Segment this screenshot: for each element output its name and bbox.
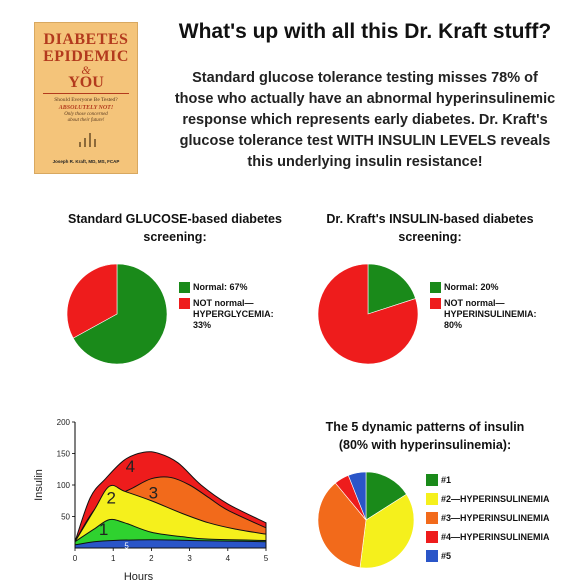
book-title-line1: DIABETES <box>43 31 129 48</box>
patterns-chart-title-line1: The 5 dynamic patterns of insulin <box>325 420 525 434</box>
x-tick-label: 1 <box>111 554 116 563</box>
x-axis-label: Hours <box>124 571 154 582</box>
book-title-line2: EPIDEMIC <box>43 48 129 65</box>
legend-swatch-normal <box>179 282 190 293</box>
legend-swatch-pattern-3 <box>426 512 438 524</box>
x-tick-label: 0 <box>73 554 78 563</box>
curve-label-pattern-2: 2 <box>107 489 116 508</box>
patterns-pie-slice-2 <box>359 493 415 569</box>
patterns-pie-slice-5 <box>347 471 367 521</box>
y-tick-label: 200 <box>57 418 71 427</box>
x-tick-label: 4 <box>226 554 231 563</box>
curve-label-pattern-5: 5 <box>124 541 129 550</box>
insulin-pie-legend: Normal: 20% NOT normal— HYPERINSULINEMIA… <box>430 282 570 352</box>
legend-label-line: HYPERINSULINEMIA: <box>444 309 537 319</box>
legend-label-pattern-3: #3—HYPERINSULINEMIA <box>441 513 550 523</box>
book-bar-graphic <box>77 131 101 147</box>
legend-swatch-pattern-4 <box>426 531 438 543</box>
y-axis-label: Insulin <box>33 469 45 501</box>
legend-label-abnormal: NOT normal— HYPERGLYCEMIA: 33% <box>193 298 274 331</box>
legend-label-pattern-4: #4—HYPERINSULINEMIA <box>441 532 550 542</box>
legend-swatch-pattern-2 <box>426 493 438 505</box>
patterns-chart-heading: The 5 dynamic patterns of insulin (80% w… <box>310 418 540 454</box>
legend-swatch-pattern-5 <box>426 550 438 562</box>
insulin-chart-title-line2: screening: <box>398 230 462 244</box>
glucose-pie-chart <box>66 263 168 365</box>
curve-label-pattern-3: 3 <box>149 484 158 503</box>
legend-label-pattern-5: #5 <box>441 551 452 561</box>
patterns-pie-chart <box>317 471 415 569</box>
intro-line: Standard glucose tolerance testing misse… <box>192 70 538 86</box>
intro-line: glucose tolerance test WITH INSULIN LEVE… <box>179 133 551 149</box>
book-divider <box>43 93 129 94</box>
y-tick-label: 100 <box>57 481 71 490</box>
intro-paragraph: Standard glucose tolerance testing misse… <box>160 68 570 173</box>
book-title-line3: YOU <box>68 74 104 91</box>
legend-label-line: 80% <box>444 320 463 330</box>
book-subtitle-line2: about their future! <box>67 118 105 123</box>
insulin-pie-slice-1 <box>367 263 416 315</box>
patterns-pie-legend: #1 #2—HYPERINSULINEMIA #3—HYPERINSULINEMIA… <box>426 474 576 570</box>
patterns-chart-title-line2: (80% with hyperinsulinemia): <box>338 438 512 452</box>
y-tick-label: 50 <box>61 513 70 522</box>
intro-line: this underlying insulin resistance! <box>247 154 483 170</box>
y-tick-label: 150 <box>57 450 71 459</box>
glucose-chart-title-line2: screening: <box>143 230 207 244</box>
glucose-pie-slice-1 <box>72 263 168 365</box>
legend-label-abnormal: NOT normal— HYPERINSULINEMIA: 80% <box>444 298 537 331</box>
legend-label-pattern-2: #2—HYPERINSULINEMIA <box>441 494 550 504</box>
x-tick-label: 5 <box>264 554 269 563</box>
insulin-chart-title-line1: Dr. Kraft's INSULIN-based diabetes <box>326 212 534 226</box>
glucose-pie-legend: Normal: 67% NOT normal— HYPERGLYCEMIA: 3… <box>179 282 299 352</box>
legend-label-normal: Normal: 20% <box>444 282 499 292</box>
glucose-chart-heading: Standard GLUCOSE-based diabetes screenin… <box>60 210 290 246</box>
glucose-pie-slice-2 <box>66 263 118 339</box>
legend-label-pattern-1: #1 <box>441 475 452 485</box>
insulin-chart-heading: Dr. Kraft's INSULIN-based diabetes scree… <box>310 210 550 246</box>
page-title: What's up with all this Dr. Kraft stuff? <box>178 20 552 43</box>
curve-label-pattern-1: 1 <box>99 520 108 539</box>
book-answer: ABSOLUTELY NOT! <box>58 105 114 111</box>
legend-label-line: HYPERGLYCEMIA: <box>193 309 274 319</box>
glucose-chart-title-line1: Standard GLUCOSE-based diabetes <box>68 212 282 226</box>
legend-swatch-abnormal <box>430 298 441 309</box>
curve-area-pattern-5 <box>74 539 267 549</box>
insulin-pie-chart <box>317 263 419 365</box>
x-tick-label: 2 <box>149 554 154 563</box>
patterns-pie-slice-3 <box>317 482 367 568</box>
book-ampersand: & <box>81 63 91 77</box>
legend-swatch-normal <box>430 282 441 293</box>
book-question: Should Everyone Be Tested? <box>54 97 118 103</box>
legend-swatch-abnormal <box>179 298 190 309</box>
book-subtitle-line1: Only those concerned <box>64 112 108 117</box>
intro-line: response which represents early diabetes… <box>182 112 548 128</box>
legend-label-line: NOT normal— <box>444 298 505 308</box>
insulin-pie-slice-2 <box>317 263 419 365</box>
x-tick-label: 3 <box>187 554 192 563</box>
intro-line: those who actually have an abnormal hype… <box>174 91 556 107</box>
book-cover: DIABETES EPIDEMIC & YOU Should Everyone … <box>34 22 138 174</box>
legend-swatch-pattern-1 <box>426 474 438 486</box>
legend-label-line: 33% <box>193 320 212 330</box>
book-author: Joseph R. Kraft, MD, MS, FCAP <box>52 159 120 164</box>
legend-label-line: NOT normal— <box>193 298 254 308</box>
legend-label-normal: Normal: 67% <box>193 282 248 292</box>
curve-label-pattern-4: 4 <box>126 457 135 476</box>
patterns-pie-slice-1 <box>365 471 407 521</box>
